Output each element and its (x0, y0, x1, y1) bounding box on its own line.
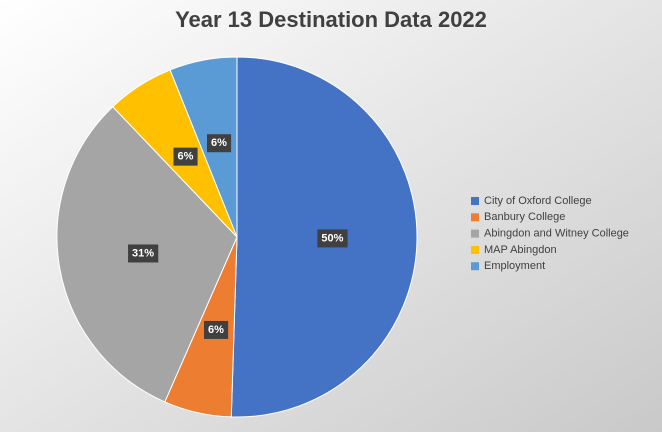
legend-label: Abingdon and Witney College (484, 228, 629, 240)
data-label-box (206, 134, 232, 153)
legend-label: Employment (484, 260, 545, 272)
legend-swatch (471, 197, 479, 205)
pie-slice (169, 56, 238, 238)
data-label-box (204, 320, 229, 339)
data-label-box (317, 229, 348, 248)
legend-swatch (471, 262, 479, 271)
legend-swatch (471, 213, 479, 222)
data-label-box (173, 147, 198, 166)
data-label: 6% (208, 324, 224, 336)
data-label-box (128, 244, 159, 263)
data-label: 6% (211, 137, 227, 149)
data-label: 31% (132, 247, 154, 259)
legend-swatch (471, 245, 479, 254)
legend-swatch (471, 229, 479, 238)
chart-title: Year 13 Destination Data 2022 (175, 7, 487, 32)
legend-label: MAP Abingdon (484, 244, 557, 256)
legend-label: City of Oxford College (484, 195, 592, 207)
data-label: 50% (321, 232, 343, 244)
legend-label: Banbury College (484, 211, 565, 223)
data-label: 6% (177, 151, 193, 163)
